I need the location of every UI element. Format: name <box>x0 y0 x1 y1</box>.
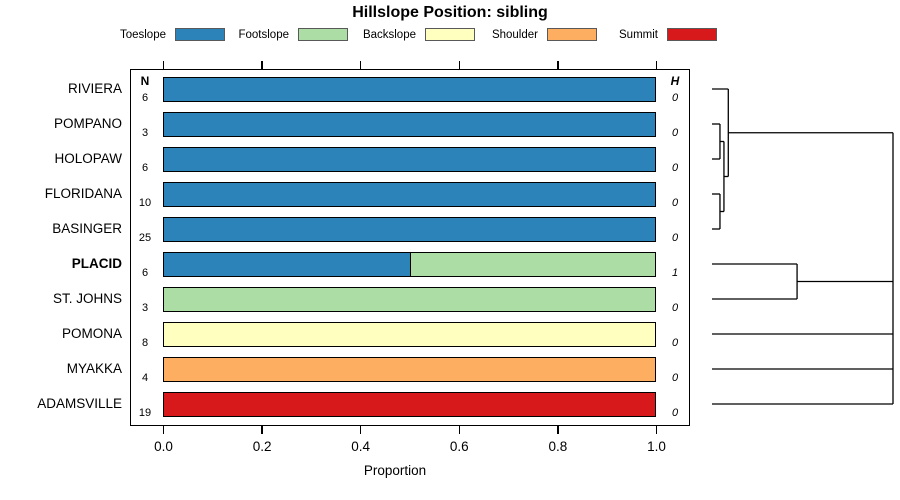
row-label-placid: PLACID <box>71 256 122 271</box>
x-tick-bottom <box>557 426 559 434</box>
n-value: 6 <box>141 162 149 174</box>
x-tick-label: 0.6 <box>449 439 469 454</box>
x-tick-bottom <box>162 426 165 434</box>
x-tick-bottom <box>655 426 658 434</box>
x-tick-label: 0.0 <box>154 439 173 454</box>
n-column-header: N <box>140 74 150 88</box>
chart-title: Hillslope Position: sibling <box>352 4 548 21</box>
n-value: 3 <box>141 302 149 314</box>
n-value: 19 <box>138 407 152 419</box>
h-value: 0 <box>671 197 679 209</box>
h-value: 1 <box>671 267 679 279</box>
n-value: 4 <box>141 372 149 384</box>
legend-label: Summit <box>619 28 658 41</box>
bar-row <box>163 251 656 277</box>
h-value: 0 <box>671 127 679 139</box>
row-label-adamsville: ADAMSVILLE <box>37 396 122 411</box>
row-label-floridana: FLORIDANA <box>44 186 122 201</box>
h-value: 0 <box>671 92 679 104</box>
h-value: 0 <box>671 232 679 244</box>
bar-segment-toeslope <box>164 77 655 101</box>
legend-label: Backslope <box>362 28 416 41</box>
bar-row <box>163 286 656 312</box>
x-tick-top <box>655 61 658 69</box>
x-tick-bottom <box>458 426 461 434</box>
legend-item-backslope: Backslope <box>285 27 475 42</box>
legend-label: Footslope <box>238 28 289 41</box>
x-tick-top <box>261 61 263 69</box>
h-value: 0 <box>671 372 679 384</box>
row-label-myakka: MYAKKA <box>66 361 122 376</box>
x-tick-bottom <box>261 426 263 434</box>
legend-item-summit: Summit <box>527 27 717 42</box>
bar-row <box>163 111 656 137</box>
x-tick-top <box>162 61 165 69</box>
legend-swatch-summit <box>667 28 717 41</box>
x-tick-top <box>359 61 362 69</box>
legend-swatch-toeslope <box>175 28 225 41</box>
legend-label: Toeslope <box>119 28 166 41</box>
bar-row <box>163 146 656 172</box>
legend-label: Shoulder <box>491 28 538 41</box>
legend-item-toeslope: Toeslope <box>35 27 225 42</box>
x-tick-label: 0.8 <box>548 439 568 454</box>
bar-segment-backslope <box>164 322 655 346</box>
bar-row <box>163 76 656 102</box>
bar-segment-footslope <box>409 252 655 276</box>
bar-row <box>163 216 656 242</box>
plot-area-frame <box>130 69 690 426</box>
legend-item-footslope: Footslope <box>158 27 348 42</box>
x-tick-bottom <box>359 426 362 434</box>
x-tick-top <box>458 61 461 69</box>
legend-swatch-backslope <box>425 28 475 41</box>
bar-row <box>163 356 656 382</box>
bar-segment-toeslope <box>164 182 655 206</box>
x-tick-label: 0.2 <box>252 439 272 454</box>
legend-item-shoulder: Shoulder <box>407 27 597 42</box>
bar-segment-footslope <box>164 287 655 311</box>
row-label-pomona: POMONA <box>61 326 122 341</box>
bar-row <box>163 181 656 207</box>
row-label-pompano: POMPANO <box>53 116 122 131</box>
bar-row <box>163 391 656 417</box>
n-value: 8 <box>141 337 149 349</box>
h-value: 0 <box>671 162 679 174</box>
x-axis-title: Proportion <box>363 463 427 478</box>
bar-segment-toeslope <box>164 112 655 136</box>
row-label-holopaw: HOLOPAW <box>54 151 122 166</box>
x-tick-label: 1.0 <box>647 439 666 454</box>
h-column-header: H <box>670 74 680 88</box>
n-value: 6 <box>141 92 149 104</box>
x-tick-label: 0.4 <box>351 439 371 454</box>
n-value: 6 <box>141 267 149 279</box>
x-tick-top <box>557 61 559 69</box>
bar-segment-toeslope <box>164 252 410 276</box>
h-value: 0 <box>671 302 679 314</box>
row-label-basinger: BASINGER <box>52 221 122 236</box>
row-label-riviera: RIVIERA <box>67 81 122 96</box>
row-label-st-johns: ST. JOHNS <box>52 291 122 306</box>
n-value: 3 <box>141 127 149 139</box>
h-value: 0 <box>671 407 679 419</box>
bar-segment-summit <box>164 392 655 416</box>
bar-segment-shoulder <box>164 357 655 381</box>
n-value: 10 <box>138 197 152 209</box>
h-value: 0 <box>671 337 679 349</box>
legend-swatch-footslope <box>298 28 348 41</box>
bar-segment-toeslope <box>164 217 655 241</box>
legend-swatch-shoulder <box>547 28 597 41</box>
bar-row <box>163 321 656 347</box>
n-value: 25 <box>138 232 152 244</box>
bar-segment-toeslope <box>164 147 655 171</box>
